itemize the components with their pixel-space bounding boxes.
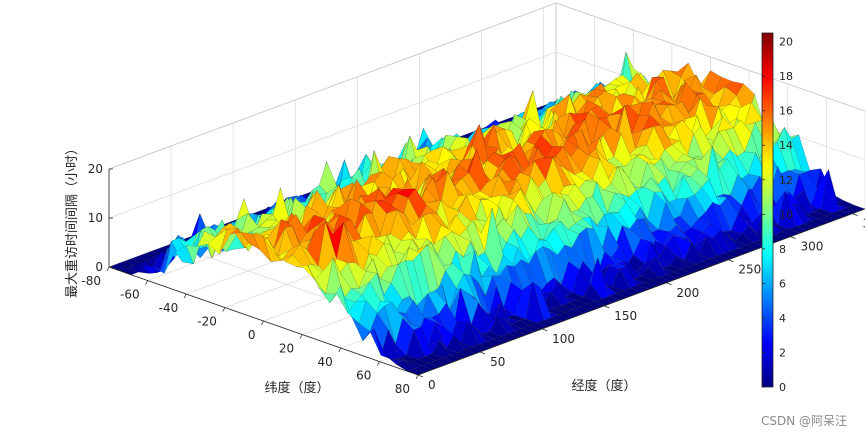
y-tick: [479, 351, 486, 355]
z-axis: 0 10 20 最大重访时间间隔（小时）: [64, 142, 113, 298]
x-tick-label: 40: [317, 355, 332, 369]
y-tick: [417, 374, 424, 378]
y-axis-label: 经度（度）: [571, 378, 636, 394]
x-tick-label: -80: [81, 274, 101, 288]
colorbar-tick-label: 12: [779, 174, 793, 187]
colorbar-strip: [761, 32, 774, 388]
colorbar-tick-label: 10: [779, 208, 793, 221]
y-tick-label: 100: [552, 332, 575, 346]
y-tick: [666, 282, 672, 286]
y-tick-labels: 0 50 100 150 200 250 300 350: [417, 213, 865, 392]
x-tick: [415, 374, 419, 380]
y-tick: [728, 259, 734, 263]
y-tick-label: 250: [738, 263, 761, 277]
axes-edge: [555, 2, 865, 112]
y-tick-label: 150: [614, 309, 637, 323]
x-tick-label: -40: [159, 301, 179, 315]
x-tick-labels: -80 -60 -40 -20 0 20 40 60 80: [81, 266, 419, 396]
x-tick: [299, 334, 303, 339]
y-tick-label: 200: [676, 286, 699, 300]
surface-plot: [108, 51, 865, 376]
y-tick: [852, 213, 858, 216]
x-tick-label: 60: [356, 369, 371, 383]
x-tick: [145, 280, 148, 285]
y-tick: [790, 236, 796, 240]
x-tick: [377, 361, 380, 366]
colorbar-tick-label: 0: [779, 381, 786, 394]
x-tick: [183, 293, 187, 299]
y-tick-label: 0: [428, 378, 436, 392]
x-tick-label: 0: [248, 328, 256, 342]
z-tick-label: 20: [88, 162, 103, 176]
x-tick: [261, 320, 264, 326]
z-tick-label: 10: [88, 211, 103, 225]
y-tick: [542, 328, 548, 332]
z-tick-label: 0: [95, 260, 103, 274]
x-tick-label: -20: [197, 315, 217, 329]
colorbar-tick-label: 14: [779, 139, 793, 152]
colorbar-tick-label: 16: [779, 105, 793, 118]
z-axis-label: 最大重访时间间隔（小时）: [64, 142, 80, 298]
x-tick: [338, 347, 342, 353]
y-tick-label: 50: [490, 355, 505, 369]
colorbar-tick-label: 2: [779, 346, 786, 359]
y-tick-label: 300: [801, 240, 824, 254]
axes-edge: [108, 2, 557, 170]
z-tick-labels: 0 10 20: [88, 162, 113, 274]
x-axis: -80 -60 -40 -20 0 20 40 60 80 纬度（度）: [81, 266, 419, 396]
x-tick-label: -60: [120, 288, 140, 302]
colorbar-tick-label: 4: [779, 312, 786, 325]
colorbar: 0 2 4 6 8 10 12 14 16 18 20: [761, 32, 793, 394]
colorbar-tick-label: 6: [779, 277, 786, 290]
colorbar-tick-label: 8: [779, 243, 786, 256]
y-tick-label: 350: [863, 217, 865, 231]
x-tick: [222, 307, 226, 312]
x-tick-label: 20: [279, 342, 294, 356]
watermark: CSDN @阿呆汪: [761, 414, 847, 428]
y-axis: 0 50 100 150 200 250 300 350 经度（度）: [417, 213, 865, 394]
x-axis-label: 纬度（度）: [264, 380, 329, 396]
colorbar-tick-label: 20: [779, 36, 793, 49]
colorbar-tick-label: 18: [779, 70, 793, 83]
x-tick-label: 80: [395, 382, 410, 396]
colorbar-ticks: 0 2 4 6 8 10 12 14 16 18 20: [762, 36, 793, 394]
x-tick: [106, 266, 110, 272]
y-tick: [604, 305, 610, 309]
